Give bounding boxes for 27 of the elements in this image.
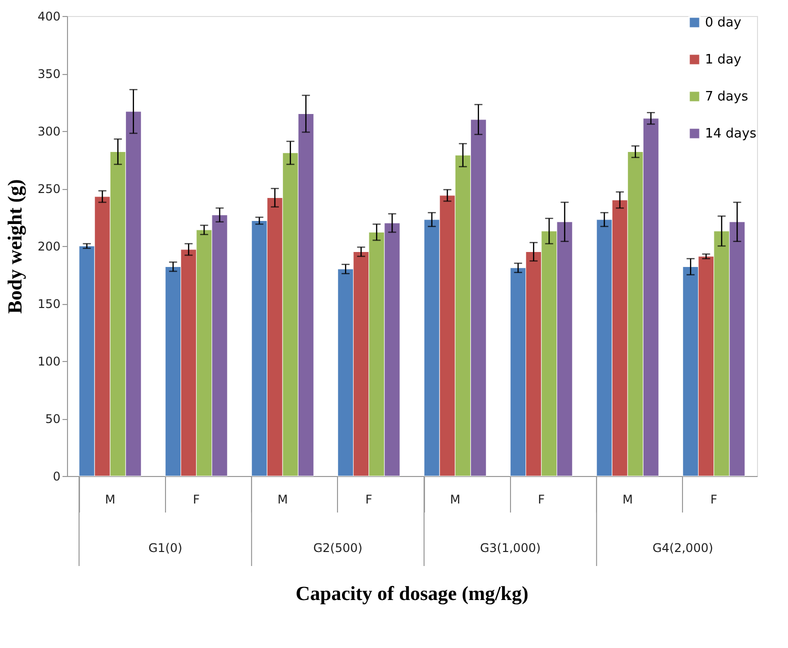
y-tick-label: 100: [38, 354, 60, 368]
y-tick-label: 50: [45, 412, 60, 426]
text: G4(2,000): [652, 541, 714, 555]
y-tick-label: 150: [38, 297, 60, 311]
y-tick-label: 0: [52, 470, 60, 484]
y-axis-title: Body weight (g): [4, 179, 27, 314]
x-tick-label: M: [277, 492, 288, 506]
x-tick-label: F: [365, 492, 372, 506]
legend-label: 14 days: [705, 126, 757, 142]
x-tick-label: M: [622, 492, 633, 506]
x-tick-label: F: [538, 492, 545, 506]
text: G1(0): [148, 541, 182, 555]
legend-label: 7 days: [705, 90, 748, 104]
legend-label: 1 day: [705, 52, 742, 68]
text: G3(1,000): [480, 541, 541, 555]
x-tick-label: F: [192, 492, 200, 506]
y-tick-label: 250: [38, 182, 60, 196]
x-tick-label: F: [710, 492, 718, 506]
y-tick-label: 350: [38, 67, 60, 81]
text: G2(500): [313, 541, 362, 555]
legend-label: 0 day: [705, 16, 742, 30]
x-tick-label: M: [450, 492, 460, 506]
y-tick-label: 300: [38, 124, 60, 138]
x-axis-title: Capacity of dosage (mg/kg): [296, 583, 528, 605]
x-tick-label: M: [104, 492, 116, 506]
y-tick-label: 200: [38, 240, 60, 254]
y-tick-label: 400: [38, 10, 60, 24]
